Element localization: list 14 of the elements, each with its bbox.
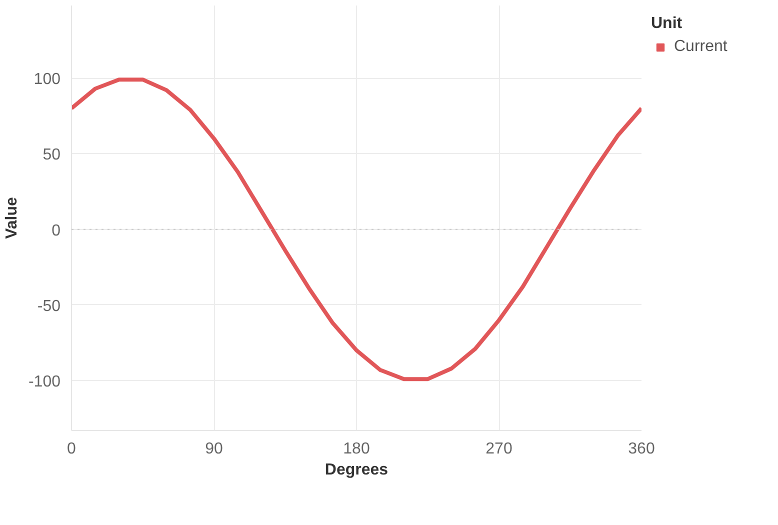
x-tick-label: 360 xyxy=(628,440,655,458)
x-tick-label: 180 xyxy=(343,440,370,458)
y-tick-label: -100 xyxy=(28,374,61,391)
x-tick-label: 90 xyxy=(205,440,223,458)
x-tick-label: 0 xyxy=(67,440,76,458)
legend-label: Current xyxy=(674,38,728,56)
x-axis-title: Degrees xyxy=(324,462,388,478)
y-tick-label: 0 xyxy=(52,222,61,240)
y-axis-title: Value xyxy=(3,196,20,239)
legend-title: Unit xyxy=(651,15,684,33)
y-tick-label: 100 xyxy=(34,71,61,88)
y-tick-label: 50 xyxy=(42,146,61,164)
y-tick-label: -50 xyxy=(37,298,61,315)
x-tick-label: 270 xyxy=(486,440,512,458)
